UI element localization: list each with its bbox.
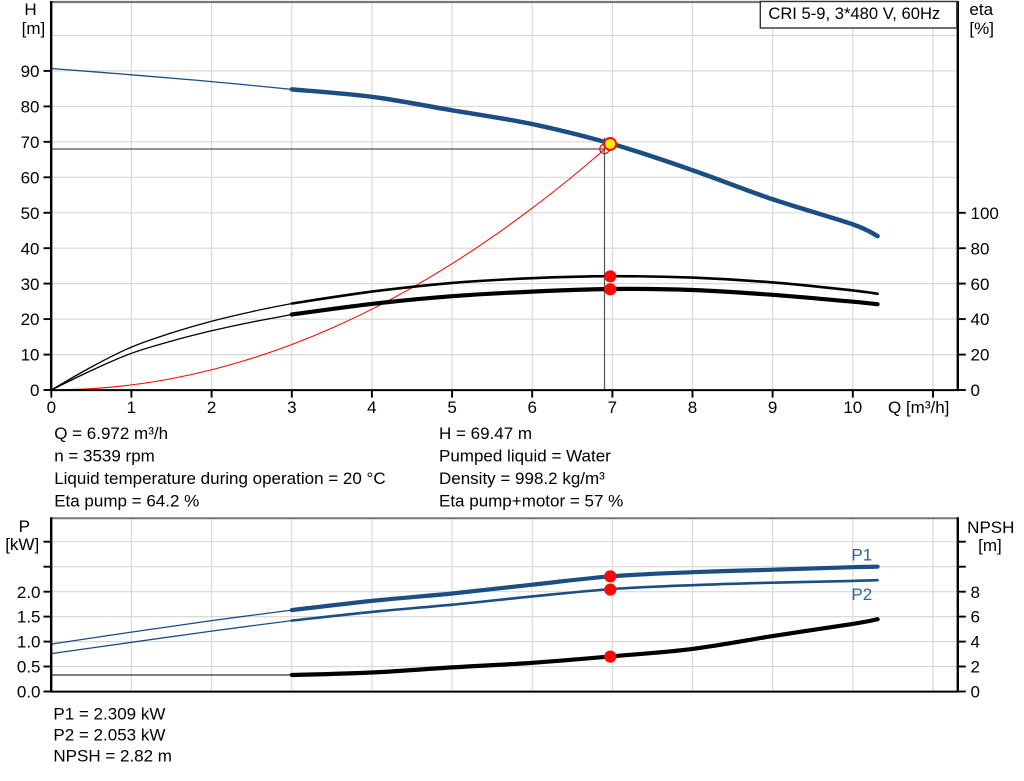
svg-text:0.5: 0.5 [17,658,41,677]
svg-text:1.5: 1.5 [17,608,41,627]
svg-text:90: 90 [21,62,40,81]
svg-text:Liquid temperature during oper: Liquid temperature during operation = 20… [54,469,385,488]
svg-text:20: 20 [21,310,40,329]
svg-text:Pumped liquid = Water: Pumped liquid = Water [439,446,611,465]
svg-text:50: 50 [21,204,40,223]
svg-text:0: 0 [47,398,56,417]
svg-text:n = 3539 rpm: n = 3539 rpm [54,446,155,465]
svg-text:0.0: 0.0 [17,683,41,702]
svg-text:40: 40 [971,310,990,329]
svg-text:CRI 5-9, 3*480 V, 60Hz: CRI 5-9, 3*480 V, 60Hz [768,4,940,23]
svg-text:H: H [24,0,36,19]
svg-text:4: 4 [971,633,980,652]
svg-text:eta: eta [969,0,993,19]
svg-text:2.0: 2.0 [17,583,41,602]
svg-text:[m]: [m] [978,536,1002,555]
svg-text:8: 8 [688,398,697,417]
svg-text:40: 40 [21,239,40,258]
svg-text:Eta pump = 64.2 %: Eta pump = 64.2 % [54,492,199,511]
svg-text:10: 10 [21,346,40,365]
svg-text:7: 7 [608,398,617,417]
svg-text:1: 1 [127,398,136,417]
svg-text:8: 8 [971,583,980,602]
svg-text:NPSH: NPSH [967,518,1014,537]
svg-text:[m]: [m] [22,19,46,38]
svg-text:6: 6 [527,398,536,417]
svg-text:30: 30 [21,275,40,294]
svg-text:0: 0 [971,381,980,400]
svg-text:80: 80 [971,239,990,258]
svg-text:P2: P2 [851,585,872,604]
svg-text:0: 0 [30,381,39,400]
svg-text:20: 20 [971,346,990,365]
svg-text:H = 69.47 m: H = 69.47 m [439,424,532,443]
svg-text:10: 10 [843,398,862,417]
svg-text:P2 = 2.053 kW: P2 = 2.053 kW [53,726,165,745]
svg-text:9: 9 [768,398,777,417]
svg-text:P1: P1 [851,546,872,565]
svg-text:70: 70 [21,133,40,152]
svg-text:2: 2 [971,658,980,677]
svg-text:Density = 998.2 kg/m³: Density = 998.2 kg/m³ [439,469,605,488]
svg-text:3: 3 [287,398,296,417]
svg-text:1.0: 1.0 [17,633,41,652]
svg-text:NPSH = 2.82 m: NPSH = 2.82 m [53,747,172,766]
svg-text:Q [m³/h]: Q [m³/h] [888,398,949,417]
svg-text:60: 60 [21,168,40,187]
svg-text:P1 = 2.309 kW: P1 = 2.309 kW [53,704,165,723]
svg-text:5: 5 [447,398,456,417]
svg-text:2: 2 [207,398,216,417]
svg-text:0: 0 [971,683,980,702]
svg-text:P: P [19,517,30,536]
svg-text:[kW]: [kW] [5,535,39,554]
svg-text:Eta pump+motor = 57 %: Eta pump+motor = 57 % [439,492,623,511]
svg-text:60: 60 [971,275,990,294]
svg-text:80: 80 [21,98,40,117]
svg-text:Q = 6.972 m³/h: Q = 6.972 m³/h [54,424,168,443]
svg-text:100: 100 [971,204,999,223]
svg-text:[%]: [%] [969,19,994,38]
svg-text:6: 6 [971,608,980,627]
svg-text:4: 4 [367,398,376,417]
